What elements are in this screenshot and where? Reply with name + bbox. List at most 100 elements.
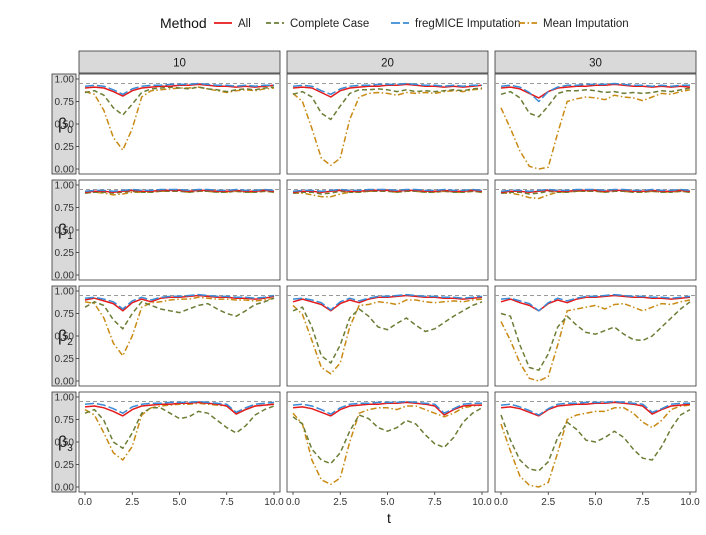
x-tick-label-1-4: 10.0	[472, 497, 492, 508]
x-tick-label-2-3: 7.5	[636, 497, 650, 508]
series-line-0-1-1	[292, 189, 483, 193]
y-tick-label-1-3: 0.75	[55, 203, 75, 214]
row-strip-label-0: β0	[58, 116, 73, 136]
y-tick-label-3-3: 0.75	[55, 415, 75, 426]
panel-1-2	[494, 179, 697, 281]
series-line-0-3-1	[292, 401, 482, 417]
series-line-0-0-0	[84, 83, 275, 97]
series-line-1-0-1	[292, 87, 483, 121]
series-line-0-0-1	[292, 83, 483, 98]
series-line-2-3-0	[84, 400, 275, 414]
series-line-0-3-2	[500, 401, 691, 417]
x-tick-label-2-1: 2.5	[541, 497, 555, 508]
series-line-1-2-0	[84, 297, 275, 330]
series-line-1-3-1	[292, 407, 483, 465]
row-strip-label-3: β3	[58, 434, 73, 454]
series-line-2-3-2	[500, 400, 690, 416]
col-strip-1	[286, 50, 489, 74]
series-line-2-1-2	[500, 188, 691, 193]
x-tick-label-0-3: 7.5	[220, 497, 234, 508]
series-line-1-0-0	[84, 86, 275, 116]
x-tick-label-2-4: 10.0	[680, 497, 700, 508]
col-strip-label-0: 10	[173, 58, 186, 70]
series-line-2-0-0	[84, 82, 274, 96]
col-strip-0	[78, 50, 281, 74]
x-tick-label-2-0: 0.0	[494, 497, 508, 508]
series-line-0-0-2	[500, 83, 691, 99]
x-tick-label-0-2: 5.0	[173, 497, 187, 508]
series-line-0-3-0	[84, 401, 275, 417]
x-tick-label-2-2: 5.0	[589, 497, 603, 508]
series-line-1-3-0	[84, 405, 275, 450]
col-strip-2	[494, 50, 697, 74]
y-tick-label-1-2: 0.50	[55, 226, 75, 237]
y-tick-label-2-1: 0.25	[55, 354, 75, 365]
series-line-0-2-0	[84, 294, 275, 312]
col-strip-label-1: 20	[381, 58, 394, 70]
series-line-3-3-1	[292, 404, 483, 486]
y-tick-label-1-0: 0.00	[55, 271, 75, 282]
x-tick-label-1-0: 0.0	[286, 497, 300, 508]
y-tick-label-3-2: 0.50	[55, 438, 75, 449]
series-line-2-2-2	[500, 293, 691, 312]
series-line-0-2-2	[500, 294, 691, 312]
y-tick-label-3-0: 0.00	[55, 483, 75, 494]
series-line-2-2-1	[292, 293, 483, 311]
series-line-1-2-1	[292, 301, 483, 364]
legend-label-3: Mean Imputation	[543, 18, 629, 30]
series-line-3-2-0	[84, 296, 275, 357]
legend-label-0: All	[238, 18, 251, 30]
series-line-2-0-1	[292, 82, 482, 96]
y-tick-label-1-4: 1.00	[55, 181, 75, 192]
series-line-2-3-1	[292, 400, 482, 415]
series-line-3-3-2	[500, 404, 691, 488]
y-tick-label-2-0: 0.00	[55, 377, 75, 388]
y-tick-label-0-2: 0.50	[55, 120, 75, 131]
series-line-2-0-2	[500, 82, 690, 103]
x-tick-label-1-1: 2.5	[333, 497, 347, 508]
legend-label-1: Complete Case	[290, 18, 369, 30]
series-line-1-0-2	[500, 87, 691, 118]
legend-title: Method	[160, 15, 207, 31]
series-line-3-0-2	[500, 89, 691, 170]
row-strip-label-2: β2	[58, 328, 73, 348]
y-tick-label-0-4: 1.00	[55, 75, 75, 86]
row-strip-1	[51, 179, 77, 281]
row-strip-2	[51, 285, 77, 387]
y-tick-label-3-1: 0.25	[55, 460, 75, 471]
y-tick-label-1-1: 0.25	[55, 248, 75, 259]
series-line-2-1-0	[84, 188, 275, 193]
x-tick-label-1-3: 7.5	[428, 497, 442, 508]
panel-1-0	[78, 179, 281, 281]
series-line-3-3-0	[84, 402, 275, 461]
row-strip-0	[51, 73, 77, 175]
series-line-0-2-1	[292, 294, 483, 312]
series-line-2-1-1	[292, 188, 483, 193]
x-axis-label: t	[387, 510, 391, 526]
legend-label-2: fregMICE Imputation	[415, 18, 520, 30]
x-tick-label-0-0: 0.0	[78, 497, 92, 508]
y-tick-label-3-4: 1.00	[55, 393, 75, 404]
x-tick-label-0-1: 2.5	[125, 497, 139, 508]
y-tick-label-2-3: 0.75	[55, 309, 75, 320]
series-line-3-1-2	[501, 190, 691, 200]
series-line-2-2-0	[84, 293, 275, 310]
y-tick-label-0-0: 0.00	[55, 165, 75, 176]
panel-1-1	[286, 179, 489, 281]
series-line-3-1-1	[293, 190, 483, 198]
y-tick-label-0-1: 0.25	[55, 142, 75, 153]
series-line-0-1-2	[500, 189, 691, 193]
series-line-3-2-2	[500, 299, 691, 382]
y-tick-label-2-2: 0.50	[55, 332, 75, 343]
y-tick-label-0-3: 0.75	[55, 97, 75, 108]
series-line-0-1-0	[84, 189, 275, 193]
x-tick-label-1-2: 5.0	[381, 497, 395, 508]
row-strip-label-1: β1	[58, 222, 73, 242]
panel-0-2	[494, 73, 697, 175]
col-strip-label-2: 30	[589, 58, 602, 70]
series-line-1-2-2	[500, 301, 691, 371]
series-line-3-0-1	[292, 88, 483, 167]
x-tick-label-0-4: 10.0	[264, 497, 284, 508]
